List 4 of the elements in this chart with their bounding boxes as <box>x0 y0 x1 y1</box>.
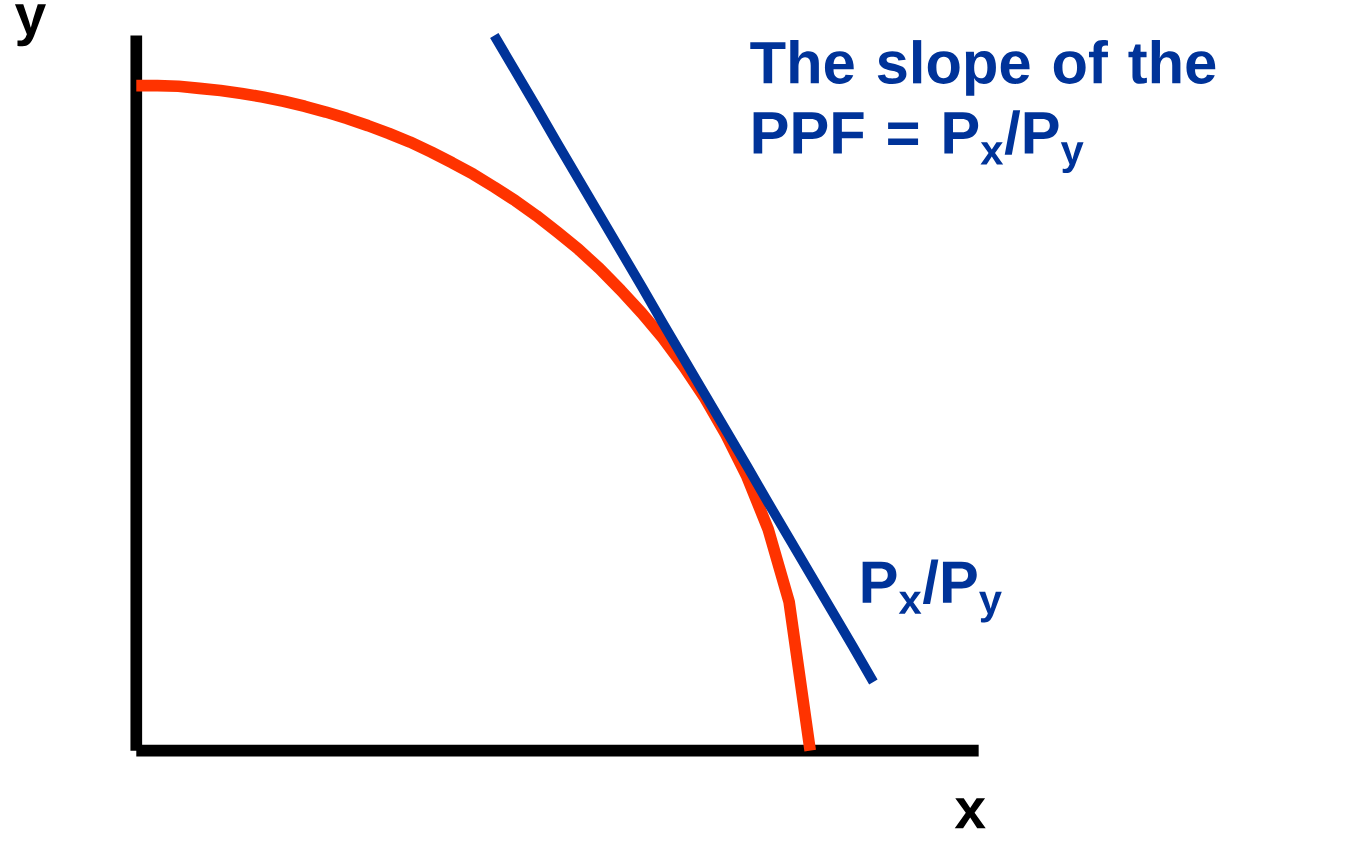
y-axis-title: y <box>14 4 46 47</box>
x-axis-title: x <box>954 798 986 829</box>
annotation: P$_{x}$/P$_{y}$ <box>862 559 1002 623</box>
annotation: The slope of the PPF = P$_{x}$/P$_{y}$ <box>750 39 1216 173</box>
